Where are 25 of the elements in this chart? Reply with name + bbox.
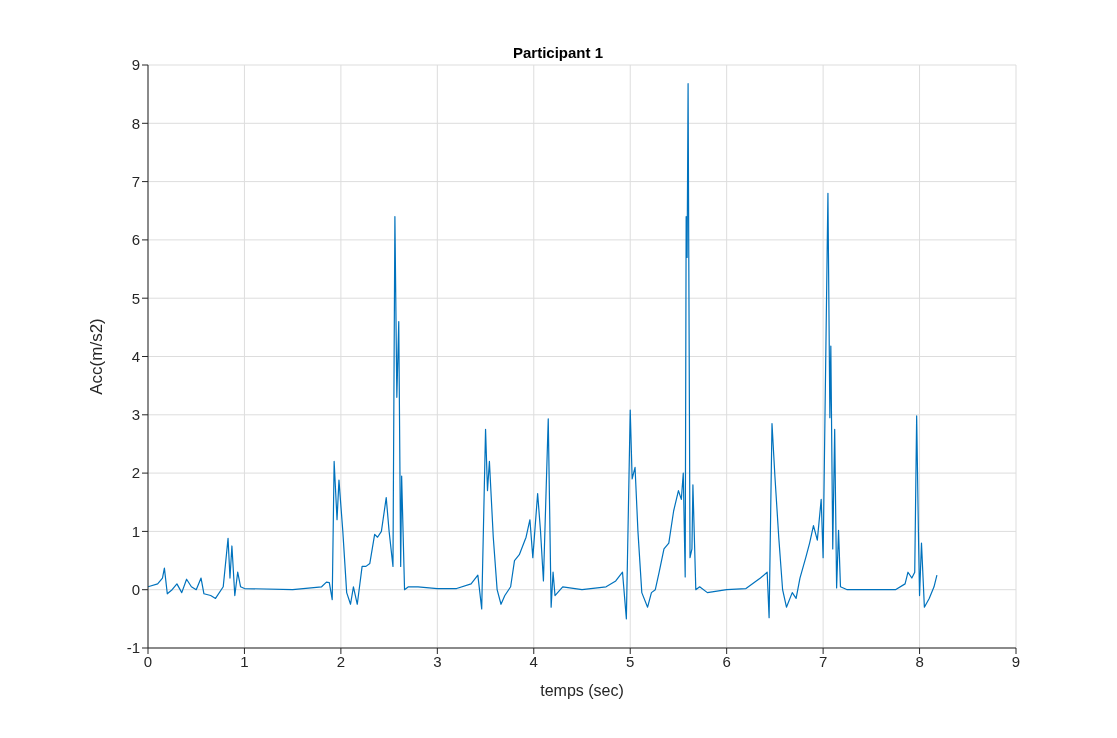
y-tick-label: -1 [126, 639, 140, 657]
y-tick-label: 9 [131, 56, 140, 74]
x-tick-label: 2 [336, 652, 346, 670]
y-tick-label: 7 [131, 172, 140, 190]
x-axis-title: temps (sec) [540, 682, 624, 699]
y-tick-label: 0 [131, 581, 140, 599]
y-tick-label: 6 [131, 231, 140, 249]
x-tick-label: 3 [433, 652, 442, 670]
x-tick-label: 9 [1011, 652, 1021, 670]
y-tick-label: 1 [131, 522, 140, 540]
chart-title: Participant 1 [512, 44, 604, 61]
y-tick-label: 8 [131, 114, 140, 132]
line-series [148, 83, 938, 620]
y-tick-label: 2 [131, 464, 140, 482]
y-tick-label: 3 [131, 406, 140, 424]
x-tick-label: 4 [529, 652, 538, 670]
x-tick-label: 7 [818, 652, 828, 670]
x-tick-label: 5 [626, 652, 635, 670]
x-tick-label: 1 [240, 652, 249, 670]
x-tick-label: 6 [722, 652, 731, 670]
y-axis-title: Acc(m/s2) [87, 318, 107, 395]
y-tick-label: 5 [131, 289, 140, 307]
y-tick-label: 4 [131, 347, 140, 365]
x-tick-label: 0 [143, 652, 153, 670]
x-tick-label: 8 [915, 652, 924, 670]
